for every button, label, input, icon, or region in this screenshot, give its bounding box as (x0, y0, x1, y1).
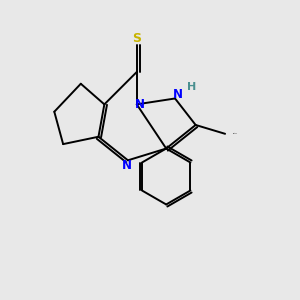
Text: N: N (135, 98, 145, 111)
Text: N: N (173, 88, 183, 101)
Text: H: H (188, 82, 197, 92)
Text: S: S (132, 32, 141, 45)
Text: N: N (122, 159, 131, 172)
Text: methyl: methyl (233, 133, 238, 134)
